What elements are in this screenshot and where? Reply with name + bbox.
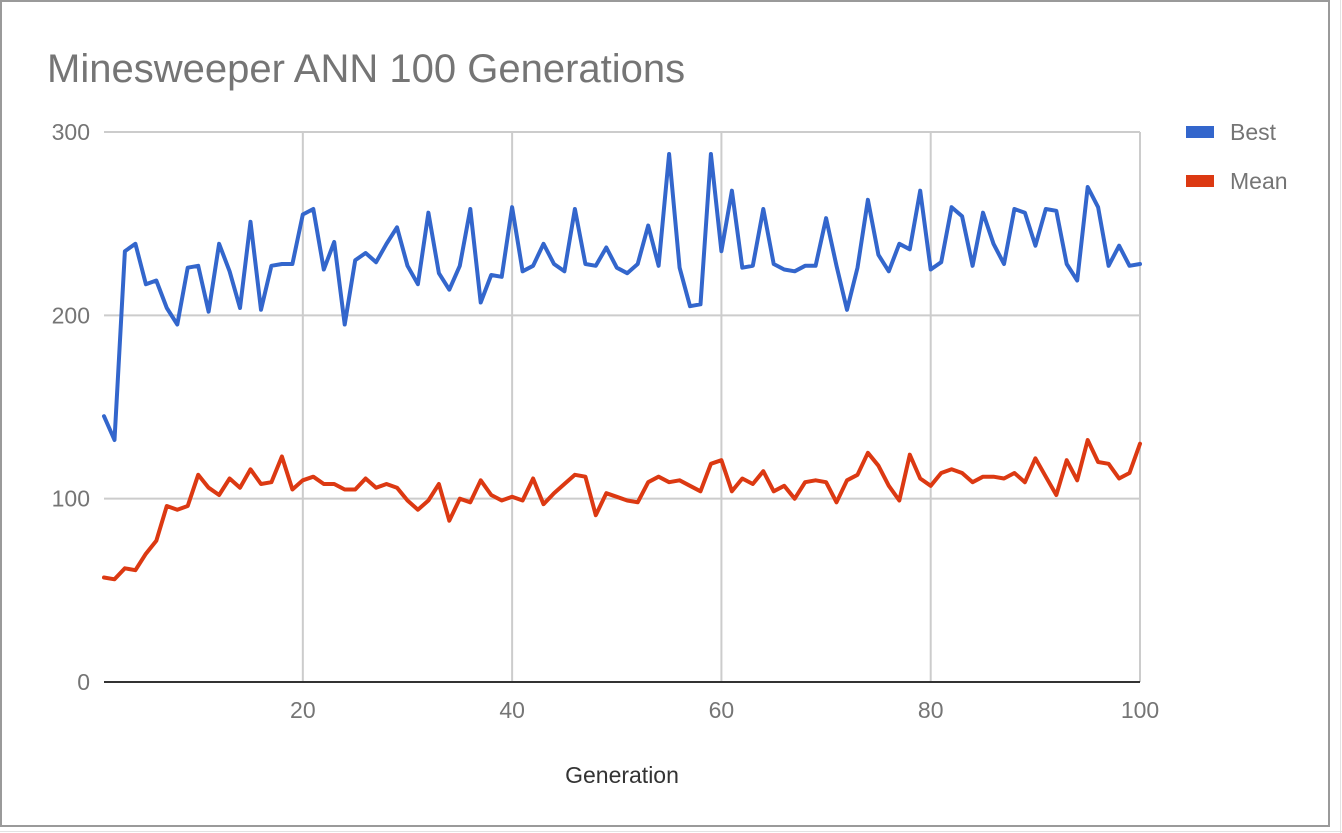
x-tick-label: 20	[290, 697, 316, 723]
y-tick-label: 0	[77, 669, 90, 695]
legend-label-best: Best	[1230, 119, 1277, 145]
series-line-best	[102, 152, 1142, 442]
series-lines	[102, 152, 1142, 582]
legend: Best Mean	[1186, 119, 1288, 194]
sheet-gridline-v	[1340, 0, 1341, 833]
legend-swatch-mean	[1186, 175, 1214, 187]
x-tick-label: 100	[1121, 697, 1159, 723]
y-tick-label: 300	[52, 119, 90, 145]
x-tick-label: 60	[709, 697, 735, 723]
y-axis-ticks: 0 100 200 300	[52, 119, 90, 695]
x-tick-label: 80	[918, 697, 944, 723]
sheet-gridline-h	[0, 831, 1342, 832]
x-tick-label: 40	[499, 697, 525, 723]
y-tick-label: 200	[52, 302, 90, 328]
series-line-mean	[102, 438, 1142, 582]
y-tick-label: 100	[52, 486, 90, 512]
legend-swatch-best	[1186, 126, 1214, 138]
chart-title: Minesweeper ANN 100 Generations	[47, 47, 685, 91]
x-axis-title: Generation	[565, 762, 679, 788]
legend-label-mean: Mean	[1230, 168, 1288, 194]
x-axis-ticks: 20 40 60 80 100	[290, 697, 1159, 723]
